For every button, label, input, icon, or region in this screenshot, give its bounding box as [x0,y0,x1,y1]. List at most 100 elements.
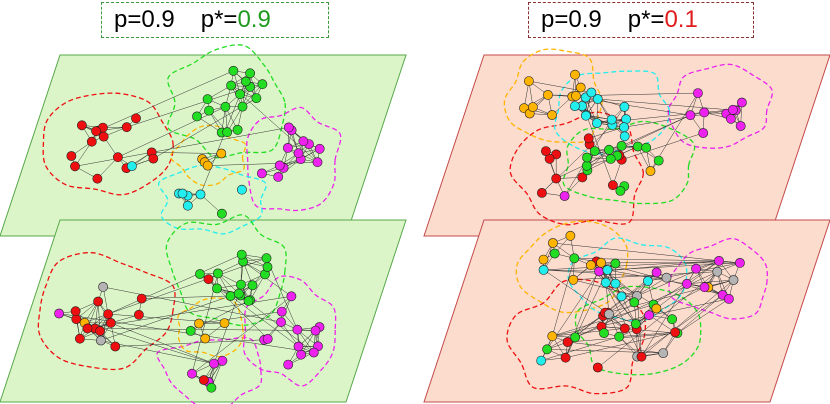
node [602,265,613,275]
node [86,136,97,147]
node [592,118,602,128]
node [586,260,596,271]
edge [567,272,657,343]
node [614,331,625,342]
right-p-label: p=0.9 [541,6,602,33]
node [594,266,604,277]
node [644,310,654,321]
edge [74,141,93,167]
node [240,76,251,87]
node [542,344,552,355]
edge [543,260,720,271]
node [96,335,106,346]
community-boundary [503,48,603,144]
edge [280,321,299,347]
community-boundary [165,214,287,327]
node [245,68,255,79]
node [113,152,123,163]
node [528,102,538,112]
node [77,120,87,131]
node [735,121,746,131]
node [209,358,219,369]
node [296,349,306,360]
node [560,352,571,363]
community-boundary [246,106,342,212]
node [589,146,600,156]
edge [637,294,723,357]
edge [74,127,289,167]
node [75,333,85,344]
node [310,325,321,336]
node [70,306,81,317]
node [568,274,579,285]
community-boundary [562,120,696,205]
node [549,248,560,259]
right-panel-label: p=0.9 p*= 0.1 [528,2,754,38]
edge [573,271,718,281]
node [610,278,621,289]
node [273,171,284,182]
right-pstar-value: 0.1 [664,6,698,33]
node [651,267,662,278]
edge [597,271,718,368]
node [629,297,640,308]
node [714,255,724,266]
edge [686,279,734,285]
node [583,133,594,144]
node [592,362,603,373]
community-boundary [574,285,702,376]
node [204,105,214,116]
node [216,148,227,159]
edge [599,271,654,305]
node [621,114,631,125]
left-pstar-prefix: p*= [200,6,238,33]
node [670,327,680,338]
edge [565,269,608,358]
node [728,104,738,115]
edge [226,106,243,133]
edge [87,296,292,329]
left-panel-label: p=0.9 p*= 0.9 [101,2,329,38]
node [596,257,606,268]
node [283,122,294,133]
node [105,317,116,328]
node [182,200,193,211]
node [661,272,672,283]
community-boundary [42,92,174,196]
node [619,101,630,112]
node [194,318,204,329]
node [274,160,285,171]
node [726,113,736,124]
right-top-layer-plane [423,54,830,237]
node [261,253,272,264]
community-boundary [169,124,247,187]
edge [141,295,231,299]
node [605,153,616,164]
edge [107,254,242,315]
node [283,359,294,370]
node [712,266,723,277]
edge [87,328,316,331]
node [235,89,245,100]
node [237,101,248,112]
left-p-label: p=0.9 [114,6,175,33]
node [233,288,244,299]
node [724,293,734,304]
node [103,309,113,319]
edge [249,274,266,301]
right-pstar-prefix: p*= [627,6,665,33]
node [570,69,580,80]
node [547,110,557,120]
node [641,142,652,153]
node [538,254,549,265]
community-boundary [37,252,176,371]
node [257,79,268,90]
node [551,173,562,184]
node [645,166,656,176]
node [592,94,603,104]
node [543,90,553,100]
node [524,76,534,86]
node [282,142,293,153]
node [136,293,147,304]
node [232,124,243,135]
